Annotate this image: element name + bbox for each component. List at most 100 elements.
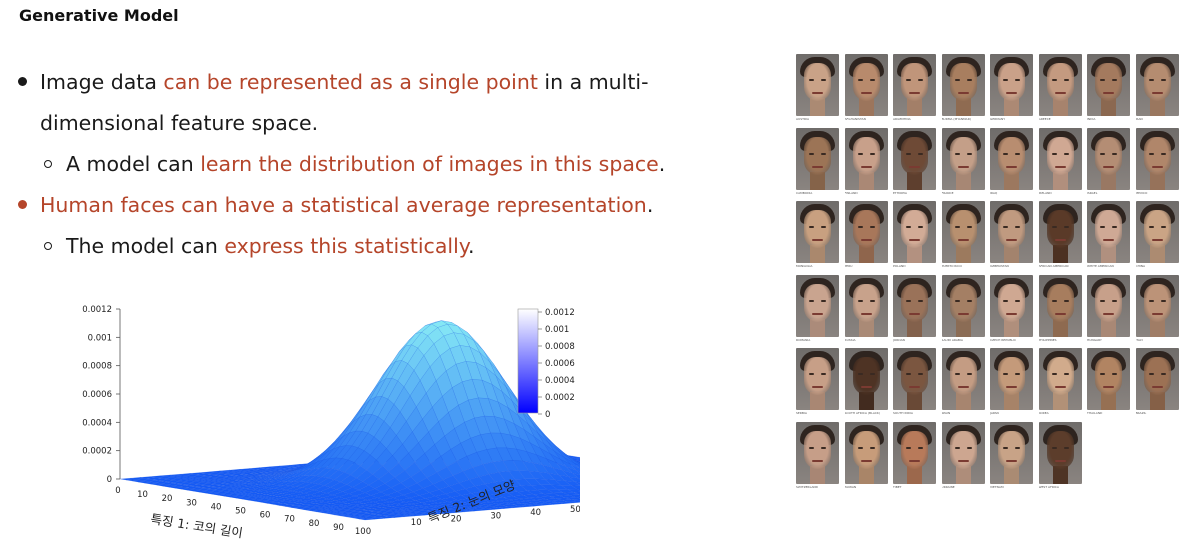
x-tick-label: 10 (137, 490, 148, 500)
face-photo (893, 54, 936, 116)
average-face: CAMBODIA (796, 127, 839, 198)
face-caption: SERBIA (796, 411, 807, 415)
x-tick-label: 90 (333, 523, 344, 533)
face-caption: PERU (844, 264, 853, 268)
face-caption: AFRICAN AMERICAN (1038, 264, 1069, 268)
z-tick-label: 0 (107, 475, 112, 485)
bullet-item: Human faces can have a statistical avera… (18, 185, 718, 226)
face-photo (1135, 127, 1179, 190)
z-tick-label: 0.0012 (82, 305, 112, 315)
average-face: AUSTRIA (796, 54, 839, 124)
average-face: FINLAND (844, 127, 888, 198)
average-face: BURMA (MYANMAR) (941, 54, 985, 124)
face-caption: GERMANY (990, 117, 1006, 121)
x-tick-label: 20 (162, 494, 173, 504)
average-face: SAUDI ARABIA (941, 274, 985, 345)
average-face: TAIWAN (844, 421, 888, 492)
highlighted-text: can be represented as a single point (163, 70, 538, 94)
average-face: AFRICAN AMERICAN (1038, 201, 1082, 271)
average-face: GERMANY (990, 54, 1033, 124)
face-caption: ETHIOPIA (893, 190, 907, 195)
face-photo (796, 421, 839, 484)
average-face: IRAN (1135, 54, 1179, 124)
face-photo (796, 127, 839, 190)
face-caption: AFGHANISTAN (844, 117, 866, 121)
face-caption: MONGOLIA (796, 264, 813, 268)
face-photo (844, 54, 888, 116)
face-caption: UZBEKISTAN (990, 264, 1009, 268)
face-caption: BURMA (MYANMAR) (941, 117, 971, 121)
colorbar-tick-label: 0 (545, 410, 550, 420)
average-face: ITALY (1135, 274, 1179, 345)
face-photo (941, 54, 985, 116)
face-caption: UKRAINE (941, 484, 955, 489)
face-caption: FINLAND (844, 190, 858, 195)
face-caption: CHINA (1135, 264, 1146, 268)
face-caption: TIBET (893, 484, 902, 489)
average-face: MONGOLIA (796, 201, 839, 271)
face-photo (1038, 201, 1082, 263)
face-caption: IRELAND (1038, 190, 1052, 195)
face-caption: JORDAN (893, 337, 905, 342)
colorbar-tick-label: 0.0006 (545, 359, 575, 369)
face-photo (844, 348, 888, 410)
face-photo (1135, 274, 1179, 337)
average-face: SERBIA (796, 348, 839, 418)
average-face: WHITE AMERICAN (1087, 201, 1130, 271)
x-tick-label: 80 (309, 519, 320, 529)
average-face: CHINA (1135, 201, 1179, 271)
colorbar-tick-label: 0.001 (545, 325, 569, 335)
face-caption: TAIWAN (844, 484, 857, 489)
average-face: JORDAN (893, 274, 936, 345)
face-photo (941, 421, 985, 484)
bullet-text: . (658, 152, 666, 176)
z-tick-label: 0.0006 (82, 390, 112, 400)
face-photo (1087, 348, 1130, 410)
face-caption: PUERTO RICO (941, 264, 962, 268)
face-caption: SOUTH AFRICA (BLACK) (844, 411, 881, 415)
face-caption: BRAZIL (1135, 411, 1147, 415)
slide-title: Generative Model (19, 6, 179, 25)
face-caption: SOUTH INDIA (893, 411, 913, 415)
highlighted-text: learn the distribution of images in this… (200, 152, 659, 176)
bullet-text: The model can (66, 234, 225, 258)
face-photo (893, 348, 936, 410)
face-caption: POLAND (893, 264, 906, 268)
face-photo (844, 201, 888, 263)
face-caption: VIETNAM (990, 484, 1004, 489)
face-caption: SAUDI ARABIA (941, 337, 963, 342)
face-caption: SPAIN (941, 411, 951, 415)
face-caption: RUSSIA (844, 337, 856, 342)
average-face: SOUTH AFRICA (BLACK) (844, 348, 888, 418)
face-photo (990, 274, 1033, 337)
face-photo (941, 348, 985, 410)
average-face: ROMANIA (796, 274, 839, 345)
face-photo (941, 274, 985, 337)
face-caption: ITALY (1135, 337, 1144, 342)
average-face: FRANCE (941, 127, 985, 198)
bullet-text: A model can (66, 152, 201, 176)
average-face: PERU (844, 201, 888, 271)
average-face: POLAND (893, 201, 936, 271)
bullet-text: in a multi-dimensional feature space. (40, 70, 649, 135)
average-face: ETHIOPIA (893, 127, 936, 198)
face-caption: ROMANIA (796, 337, 811, 342)
face-caption: THAILAND (1087, 411, 1103, 415)
face-photo (796, 348, 839, 410)
average-face: TIBET (893, 421, 936, 492)
average-face: WEST AFRICA (1038, 421, 1082, 492)
y-tick-label: 10 (411, 518, 422, 528)
average-face: IRELAND (1038, 127, 1082, 198)
x-tick-label: 50 (235, 507, 246, 517)
face-photo (990, 421, 1033, 484)
average-face: GREECE (1038, 54, 1082, 124)
highlighted-text: Human faces can have a statistical avera… (40, 193, 647, 217)
face-photo (1038, 348, 1082, 410)
bullet-item: The model can express this statistically… (18, 226, 718, 267)
face-caption: HUNGARY (1087, 337, 1102, 342)
colorbar-tick-label: 0.0008 (545, 342, 575, 352)
bullet-list: Image data can be represented as a singl… (18, 62, 718, 267)
x-tick-label: 0 (115, 486, 120, 496)
colorbar-tick-label: 0.0012 (545, 308, 575, 318)
face-photo (1038, 127, 1082, 190)
